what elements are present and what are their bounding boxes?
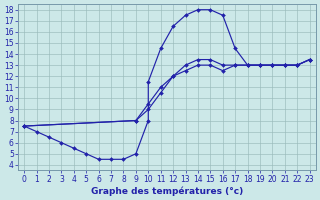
X-axis label: Graphe des températures (°c): Graphe des températures (°c) [91,186,243,196]
